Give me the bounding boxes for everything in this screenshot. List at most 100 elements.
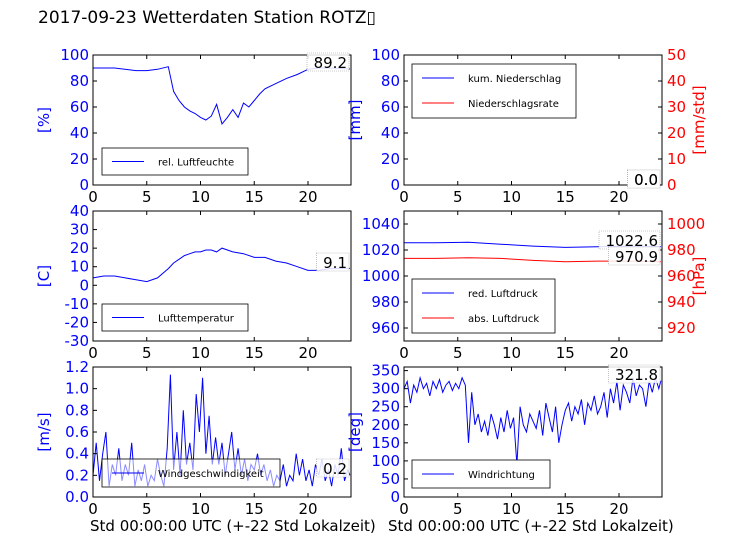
y-tick-label-winddirection: 200: [371, 416, 400, 434]
legend-label-precipitation: Niederschlagsrate: [468, 99, 559, 110]
y-tick-label-temperature: -30: [65, 332, 90, 350]
legend-label-winddirection: Windrichtung: [468, 470, 535, 481]
y-tick-label-temperature: 20: [70, 239, 89, 257]
chart-panel-precipitation: [403, 54, 663, 189]
x-tick-label-humidity: 20: [298, 188, 317, 206]
plot-frame-precipitation: [403, 54, 663, 186]
x-tick-label-precipitation: 5: [453, 188, 463, 206]
plot-frame-winddirection: [403, 366, 663, 498]
y-tick-label-humidity: 40: [70, 124, 89, 142]
y-tick-label-right-pressure: 1000: [667, 215, 705, 233]
y-tick-label-winddirection: 300: [371, 380, 400, 398]
y-axis-label-humidity: [%]: [35, 107, 53, 133]
x-tick-label-precipitation: 15: [556, 188, 575, 206]
legend-box-pressure: [411, 278, 556, 334]
y-tick-label-right-precipitation: 10: [667, 150, 686, 168]
y-tick-label-right-precipitation: 20: [667, 124, 686, 142]
last-value-label-temperature: 9.1: [323, 254, 347, 272]
y-tick-label-precipitation: 40: [381, 124, 400, 142]
y-tick-label-pressure: 1020: [362, 241, 400, 259]
y-tick-label-precipitation: 20: [381, 150, 400, 168]
last-value-label-precipitation: 0.0: [634, 171, 658, 189]
value-label-box-winddirection: [608, 364, 661, 384]
y-tick-label-windspeed: 0.6: [65, 423, 89, 441]
chart-panel-windspeed: [92, 366, 352, 498]
series-line-temperature-0: [92, 247, 350, 283]
legend-label-pressure: abs. Luftdruck: [468, 314, 539, 325]
y-axis-label-temperature: [C]: [35, 265, 53, 287]
x-tick-label-pressure: 5: [453, 344, 463, 362]
y-tick-label-pressure: 980: [371, 293, 400, 311]
y-tick-label-temperature: -10: [65, 295, 90, 313]
y-axis-label-windspeed: [m/s]: [35, 412, 53, 451]
x-tick-label-windspeed: 10: [191, 500, 210, 518]
y-tick-label-winddirection: 100: [371, 452, 400, 470]
y-tick-label-winddirection: 0: [390, 488, 400, 506]
y-axis-label-winddirection: [deg]: [346, 412, 364, 452]
y-tick-label-precipitation: 0: [390, 176, 400, 194]
y-tick-label-pressure: 1000: [362, 267, 400, 285]
y-tick-label-right-precipitation: 50: [667, 46, 686, 64]
y-tick-label-temperature: -20: [65, 313, 90, 331]
y-tick-label-temperature: 40: [70, 202, 89, 220]
legend-box-precipitation: [411, 63, 577, 119]
legend-label-temperature: Lufttemperatur: [158, 314, 235, 325]
x-tick-label-precipitation: 0: [399, 188, 409, 206]
x-tick-label-pressure: 0: [399, 344, 409, 362]
y-tick-label-precipitation: 100: [371, 46, 400, 64]
y-tick-label-temperature: 10: [70, 258, 89, 276]
y-tick-label-right-pressure: 940: [667, 293, 696, 311]
y-tick-label-right-precipitation: 30: [667, 98, 686, 116]
chart-panel-temperature: [92, 210, 352, 342]
x-tick-label-temperature: 20: [298, 344, 317, 362]
x-tick-label-winddirection: 15: [556, 500, 575, 518]
x-tick-label-windspeed: 5: [142, 500, 152, 518]
y-tick-label-winddirection: 50: [381, 470, 400, 488]
y-tick-label-windspeed: 1.0: [65, 380, 89, 398]
x-tick-label-temperature: 15: [245, 344, 264, 362]
chart-panel-pressure: [403, 210, 663, 342]
y-tick-label-winddirection: 250: [371, 398, 400, 416]
y-tick-label-winddirection: 350: [371, 362, 400, 380]
chart-panel-winddirection: [403, 364, 663, 498]
series-line-winddirection-0: [403, 375, 662, 465]
y-tick-label-precipitation: 60: [381, 98, 400, 116]
x-tick-label-windspeed: 20: [298, 500, 317, 518]
series-line-humidity-0: [93, 66, 350, 125]
x-tick-label-pressure: 20: [609, 344, 628, 362]
plot-frame-humidity: [92, 54, 352, 186]
y-tick-label-humidity: 20: [70, 150, 89, 168]
y-tick-label-humidity: 100: [60, 46, 89, 64]
y-tick-label-humidity: 80: [70, 72, 89, 90]
x-tick-label-temperature: 0: [88, 344, 98, 362]
y-tick-label-humidity: 0: [79, 176, 89, 194]
y-axis-label-right-pressure: [hPa]: [690, 257, 708, 296]
value-label-box-pressure: [608, 246, 661, 266]
y-tick-label-temperature: 30: [70, 221, 89, 239]
x-tick-label-winddirection: 0: [399, 500, 409, 518]
y-tick-label-right-pressure: 980: [667, 241, 696, 259]
value-label-box-precipitation: [627, 169, 661, 189]
legend-label-humidity: rel. Luftfeuchte: [158, 158, 234, 169]
y-tick-label-pressure: 1040: [362, 215, 400, 233]
y-tick-label-windspeed: 0.4: [65, 445, 89, 463]
legend-label-pressure: red. Luftdruck: [468, 289, 538, 300]
last-value-label-precipitation: 0.0: [634, 171, 658, 189]
y-axis-label-right-precipitation: [mm/std]: [690, 85, 708, 154]
x-tick-label-windspeed: 15: [245, 500, 264, 518]
y-tick-label-windspeed: 1.2: [65, 358, 89, 376]
x-tick-label-humidity: 0: [88, 188, 98, 206]
y-tick-label-right-precipitation: 0: [667, 176, 677, 194]
y-tick-label-temperature: 0: [79, 276, 89, 294]
x-tick-label-winddirection: 20: [609, 500, 628, 518]
x-tick-label-pressure: 10: [502, 344, 521, 362]
y-tick-label-pressure: 960: [371, 319, 400, 337]
plot-frame-temperature: [92, 210, 352, 342]
x-tick-label-temperature: 10: [191, 344, 210, 362]
x-tick-label-precipitation: 20: [609, 188, 628, 206]
page-title: 2017-09-23 Wetterdaten Station ROTZ▯: [38, 8, 376, 28]
y-tick-label-right-precipitation: 40: [667, 72, 686, 90]
last-value-label-windspeed: 0.2: [323, 460, 347, 478]
y-axis-label-precipitation: [mm]: [346, 100, 364, 141]
